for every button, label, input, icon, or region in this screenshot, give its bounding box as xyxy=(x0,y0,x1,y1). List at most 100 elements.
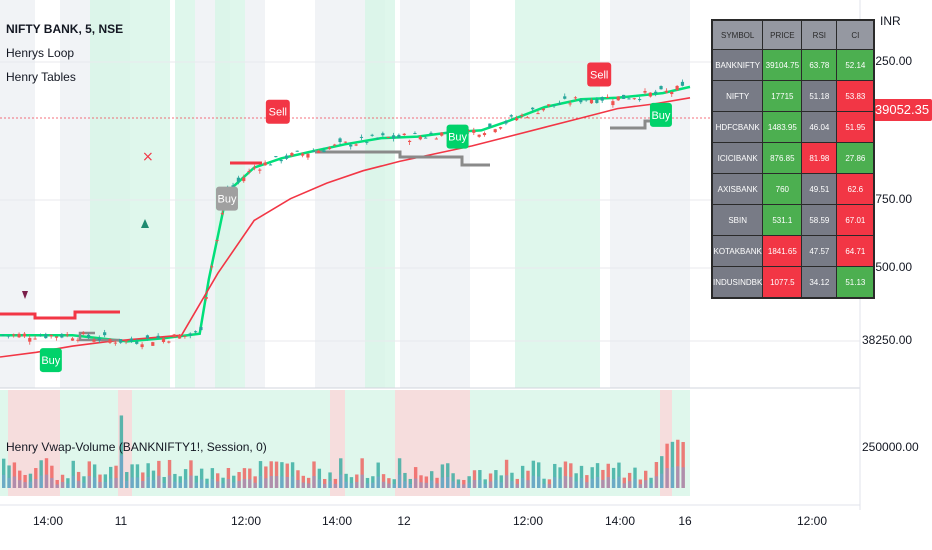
table-cell-symbol: SBIN xyxy=(711,204,764,236)
table-cell-price: 760 xyxy=(762,173,803,205)
volume-vwap-bar xyxy=(371,482,375,488)
candle-body xyxy=(263,162,267,166)
volume-bar xyxy=(403,472,407,488)
candle-body xyxy=(161,338,166,342)
volume-vwap-bar xyxy=(253,482,257,488)
candle-body xyxy=(589,99,594,104)
volume-vwap-bar xyxy=(189,475,193,488)
candle-body xyxy=(252,167,257,169)
volume-vwap-bar xyxy=(167,475,172,488)
table-row: BANKNIFTY 39104.75 63.78 52.14 xyxy=(711,49,875,81)
candle-body xyxy=(268,164,273,166)
volume-bar xyxy=(248,468,252,488)
volume-vwap-bar xyxy=(408,483,412,488)
candle-body xyxy=(552,105,556,107)
volume-vwap-bar xyxy=(494,479,498,488)
background-band xyxy=(0,0,35,388)
volume-vwap-bar xyxy=(23,482,27,488)
volume-vwap-bar xyxy=(660,473,664,488)
candle-body xyxy=(65,334,69,336)
volume-vwap-bar xyxy=(547,484,552,488)
candle-body xyxy=(1,334,5,336)
volume-vwap-bar xyxy=(60,482,65,488)
candle-body xyxy=(504,120,508,124)
table-cell-ci: 51.95 xyxy=(836,111,875,143)
volume-vwap-bar xyxy=(199,479,204,488)
sell-triangle-marker xyxy=(22,291,28,299)
table-header-ci: CI xyxy=(836,19,875,50)
candle-body xyxy=(541,108,545,111)
candle-body xyxy=(482,133,487,136)
candle-body xyxy=(343,141,347,143)
volume-legend[interactable]: Henry Vwap-Volume (BANKNIFTY1!, Session,… xyxy=(6,440,267,454)
time-tick-label: 12:00 xyxy=(230,514,262,528)
candle-body xyxy=(605,97,610,99)
volume-bar xyxy=(413,467,418,488)
candle-body xyxy=(311,151,315,153)
volume-vwap-bar xyxy=(365,483,370,488)
candle-body xyxy=(108,339,112,343)
volume-bar xyxy=(649,477,653,488)
volume-bar xyxy=(39,460,43,488)
candle-body xyxy=(92,339,96,342)
volume-bar xyxy=(7,465,11,488)
table-cell-price: 1841.65 xyxy=(762,235,803,267)
time-tick-label: 14:00 xyxy=(604,514,636,528)
candle-body xyxy=(76,339,80,341)
signal-label-box xyxy=(39,348,62,373)
candle-body xyxy=(220,213,224,215)
time-tick-label: 14:00 xyxy=(321,514,353,528)
signal-label-text: Sell xyxy=(269,107,287,119)
background-band xyxy=(365,0,395,388)
volume-vwap-bar xyxy=(435,483,439,488)
volume-bar xyxy=(109,466,113,488)
candle-body xyxy=(6,335,10,337)
candle-body xyxy=(381,133,385,136)
volume-vwap-bar xyxy=(2,474,6,488)
volume-bar xyxy=(135,464,140,488)
volume-bar xyxy=(569,463,573,488)
table-cell-rsi: 47.57 xyxy=(801,235,838,267)
volume-bar xyxy=(542,478,546,488)
candle-body xyxy=(188,333,192,336)
candle-body xyxy=(547,104,551,106)
time-tick-label: 14:00 xyxy=(32,514,64,528)
volume-bar xyxy=(226,467,231,488)
volume-bar xyxy=(216,473,220,488)
candle-body xyxy=(375,137,380,139)
volume-bar xyxy=(18,470,22,488)
volume-vwap-bar xyxy=(590,478,594,488)
candle-body xyxy=(151,342,155,346)
volume-vwap-bar xyxy=(574,481,578,488)
table-cell-price: 39104.75 xyxy=(762,49,803,81)
volume-vwap-bar xyxy=(125,480,129,488)
volume-vwap-bar xyxy=(146,476,150,488)
candle-body xyxy=(477,134,481,137)
volume-bar xyxy=(87,461,91,488)
table-cell-ci: 67.01 xyxy=(836,204,875,236)
volume-bar xyxy=(173,473,177,488)
volume-vwap-bar xyxy=(462,484,466,488)
candle-body xyxy=(172,334,176,338)
volume-bar xyxy=(114,465,118,488)
background-band xyxy=(115,0,170,388)
signal-label-text: Buy xyxy=(448,132,467,144)
indicator-henry-tables[interactable]: Henry Tables xyxy=(6,70,76,84)
candle-body xyxy=(515,118,519,121)
candle-body xyxy=(670,92,674,95)
volume-bar xyxy=(210,468,215,488)
candle-body xyxy=(231,185,235,187)
volume-vwap-bar xyxy=(296,480,300,488)
volume-bar xyxy=(611,467,616,488)
volume-vwap-bar xyxy=(617,476,621,488)
volume-vwap-bar xyxy=(248,479,252,488)
candle-body xyxy=(413,133,417,135)
candle-body xyxy=(370,134,374,136)
candle-body xyxy=(236,177,240,182)
volume-bar xyxy=(504,459,509,488)
indicator-henrys-loop[interactable]: Henrys Loop xyxy=(6,46,75,60)
table-cell-ci: 51.13 xyxy=(836,266,875,299)
candle-body xyxy=(177,335,182,339)
symbol-title[interactable]: NIFTY BANK, 5, NSE xyxy=(6,22,124,36)
trail-line-red xyxy=(0,310,120,320)
